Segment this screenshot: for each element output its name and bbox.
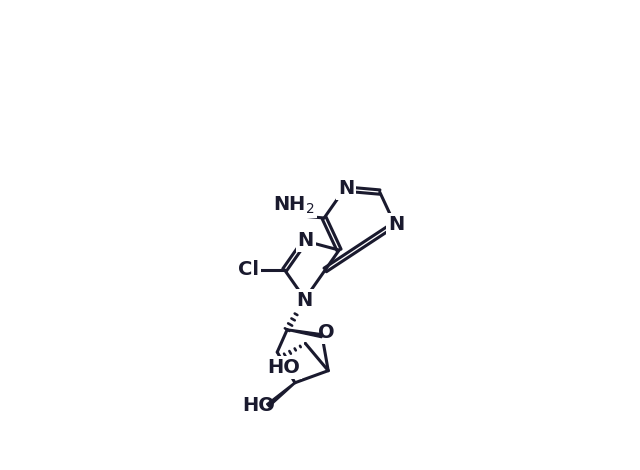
Text: N: N [298, 231, 314, 250]
Text: HO: HO [242, 396, 275, 415]
Text: O: O [317, 323, 334, 342]
Text: Cl: Cl [238, 260, 259, 280]
Text: N: N [338, 180, 354, 198]
Text: N: N [388, 215, 404, 235]
Polygon shape [267, 382, 295, 407]
Text: N: N [296, 291, 312, 310]
Polygon shape [287, 329, 323, 337]
Text: HO: HO [268, 358, 300, 377]
Text: NH$_2$: NH$_2$ [273, 195, 315, 216]
